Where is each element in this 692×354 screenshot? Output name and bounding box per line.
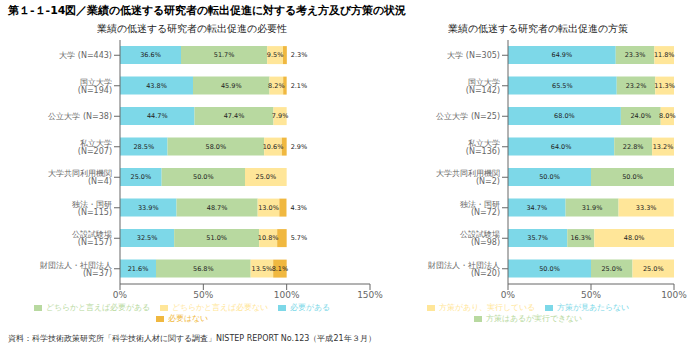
html-text:第１-１-14図／業績の低迷する研究者の転出促進に対する考え: 第１-１-14図／業績の低迷する研究者の転出促進に対する考え方及び方策の状況 [8, 4, 407, 17]
svg-text:36.6%: 36.6% [140, 51, 161, 59]
html-text:方策はあるが実行できない: 方策はあるが実行できない [486, 314, 582, 323]
svg-text:25.0%: 25.0% [256, 173, 277, 181]
svg-text:7.9%: 7.9% [272, 112, 289, 120]
svg-text:34.7%: 34.7% [526, 204, 547, 212]
svg-text:58.0%: 58.0% [206, 143, 227, 151]
svg-text:私立大学(N=136): 私立大学(N=136) [466, 139, 500, 156]
svg-text:44.7%: 44.7% [147, 112, 168, 120]
svg-text:独法・国研(N=115): 独法・国研(N=115) [72, 200, 112, 217]
svg-text:68.0%: 68.0% [554, 112, 575, 120]
svg-text:5.7%: 5.7% [291, 234, 308, 242]
svg-text:2.9%: 2.9% [291, 143, 308, 151]
svg-text:50.0%: 50.0% [539, 173, 560, 181]
svg-text:24.0%: 24.0% [630, 112, 651, 120]
svg-text:28.5%: 28.5% [133, 143, 154, 151]
svg-text:13.2%: 13.2% [653, 143, 674, 151]
svg-text:8.2%: 8.2% [268, 82, 285, 90]
svg-text:0%: 0% [113, 290, 128, 300]
svg-text:33.9%: 33.9% [138, 204, 159, 212]
svg-text:25.0%: 25.0% [601, 265, 622, 273]
svg-text:48.7%: 48.7% [207, 204, 228, 212]
svg-text:48.0%: 48.0% [624, 234, 645, 242]
svg-text:23.3%: 23.3% [625, 51, 646, 59]
svg-text:大学 (N=305): 大学 (N=305) [447, 51, 500, 60]
svg-text:大学 (N=443): 大学 (N=443) [59, 51, 112, 60]
svg-text:大学共同利用機関(N=4): 大学共同利用機関(N=4) [48, 169, 112, 186]
svg-text:2.1%: 2.1% [291, 82, 308, 90]
svg-text:9.5%: 9.5% [267, 51, 284, 59]
svg-text:2.3%: 2.3% [291, 51, 308, 59]
svg-text:33.3%: 33.3% [636, 204, 657, 212]
svg-text:11.8%: 11.8% [654, 51, 675, 59]
svg-text:65.5%: 65.5% [552, 82, 573, 90]
svg-text:私立大学(N=207): 私立大学(N=207) [78, 139, 112, 156]
svg-text:8.0%: 8.0% [659, 112, 676, 120]
svg-text:公立大学 (N=38): 公立大学 (N=38) [48, 112, 112, 121]
svg-text:財団法人・社団法人(N=37): 財団法人・社団法人(N=37) [40, 261, 112, 278]
svg-text:51.7%: 51.7% [214, 51, 235, 59]
svg-text:公設試験場(N=98): 公設試験場(N=98) [460, 230, 500, 247]
svg-text:8.1%: 8.1% [272, 265, 289, 273]
svg-text:10.8%: 10.8% [258, 234, 279, 242]
svg-text:21.6%: 21.6% [128, 265, 149, 273]
svg-text:4.3%: 4.3% [291, 204, 308, 212]
svg-text:国立大学(N=142): 国立大学(N=142) [466, 78, 500, 95]
svg-text:国立大学(N=194): 国立大学(N=194) [78, 78, 112, 95]
svg-text:22.8%: 22.8% [623, 143, 644, 151]
html-text:業績の低迷する研究者の転出促進の必要性: 業績の低迷する研究者の転出促進の必要性 [97, 23, 287, 34]
svg-text:25.0%: 25.0% [131, 173, 152, 181]
svg-text:31.9%: 31.9% [582, 204, 603, 212]
svg-text:51.0%: 51.0% [206, 234, 227, 242]
svg-text:35.7%: 35.7% [527, 234, 548, 242]
svg-text:13.5%: 13.5% [252, 265, 273, 273]
html-text:必要はない: 必要はない [168, 314, 208, 323]
html-text:業績の低迷する研究者の転出促進の方策: 業績の低迷する研究者の転出促進の方策 [448, 23, 628, 34]
svg-text:0%: 0% [501, 290, 516, 300]
svg-text:64.0%: 64.0% [551, 143, 572, 151]
svg-text:64.9%: 64.9% [552, 51, 573, 59]
svg-text:47.4%: 47.4% [224, 112, 245, 120]
svg-text:45.9%: 45.9% [221, 82, 242, 90]
svg-text:大学共同利用機関(N=2): 大学共同利用機関(N=2) [436, 169, 500, 186]
svg-text:10.6%: 10.6% [263, 143, 284, 151]
svg-text:50%: 50% [193, 290, 213, 300]
html-text:資料：科学技術政策研究所「科学技術人材に関する調査」NIST: 資料：科学技術政策研究所「科学技術人材に関する調査」NISTEP REPORT … [8, 334, 376, 343]
html-text:どちらかと言えば必要がある: どちらかと言えば必要がある [46, 303, 150, 312]
svg-text:150%: 150% [357, 290, 383, 300]
svg-text:公立大学 (N=25): 公立大学 (N=25) [436, 112, 500, 121]
html-text:どちらかと言えば必要ない: どちらかと言えば必要ない [172, 303, 268, 312]
svg-text:50.0%: 50.0% [193, 173, 214, 181]
svg-text:56.8%: 56.8% [193, 265, 214, 273]
svg-text:100%: 100% [274, 290, 300, 300]
svg-text:11.3%: 11.3% [654, 82, 675, 90]
svg-text:32.5%: 32.5% [137, 234, 158, 242]
svg-text:13.0%: 13.0% [258, 204, 279, 212]
svg-text:16.3%: 16.3% [570, 234, 591, 242]
svg-text:50.0%: 50.0% [622, 173, 643, 181]
svg-text:100%: 100% [661, 290, 684, 300]
svg-text:43.8%: 43.8% [146, 82, 167, 90]
svg-text:独法・国研(N=72): 独法・国研(N=72) [460, 200, 500, 217]
svg-text:公設試験場(N=157): 公設試験場(N=157) [72, 230, 112, 247]
svg-text:50.0%: 50.0% [539, 265, 560, 273]
svg-text:25.0%: 25.0% [643, 265, 664, 273]
html-text:方策があり、実行している: 方策があり、実行している [439, 303, 535, 312]
html-text:方策が見あたらない: 方策が見あたらない [557, 303, 629, 312]
html-text:必要がある: 必要がある [290, 303, 330, 312]
svg-text:50%: 50% [581, 290, 601, 300]
svg-text:23.2%: 23.2% [626, 82, 647, 90]
svg-text:財団法人・社団法人(N=20): 財団法人・社団法人(N=20) [428, 261, 500, 278]
